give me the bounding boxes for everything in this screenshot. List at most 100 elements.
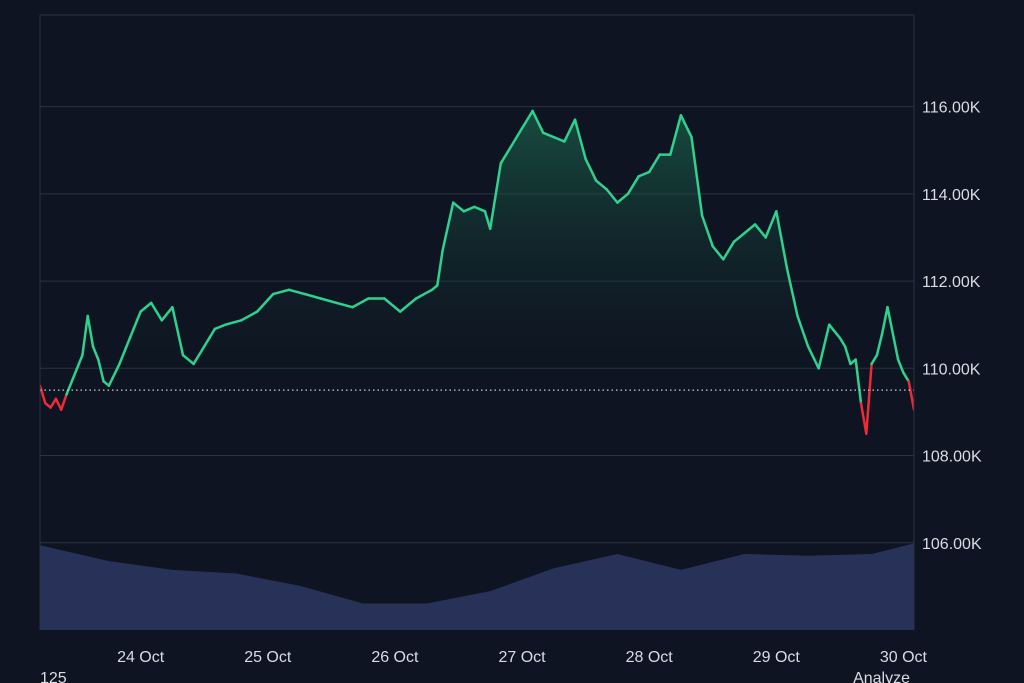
price-line-segment [722,240,736,261]
price-line-segment [49,397,58,409]
price-line-segment [896,358,905,374]
price-line-segment [865,362,873,435]
x-tick-label: 29 Oct [753,649,801,666]
price-line-segment [637,170,651,178]
price-line-segment [616,192,630,204]
price-line-segment [700,214,714,248]
price-line-segment [743,223,757,235]
price-line-segment [859,401,868,435]
price-line-segment [54,397,63,411]
price-line-segment [838,336,847,348]
price-line-segment [398,297,418,313]
price-line-segment [711,244,725,261]
price-line-segment [753,223,767,239]
price-line-segment [594,179,609,191]
x-tick-label: 25 Oct [244,649,292,666]
price-line-segment [806,345,820,370]
price-line-segment [875,332,884,357]
price-line-segment [891,332,900,361]
price-line-segment [441,201,455,252]
price-line-segment [690,135,704,217]
x-axis: 24 Oct 25 Oct 26 Oct 27 Oct 28 Oct 29 Oct 30 O… [117,649,927,666]
price-line-segment [81,314,89,357]
price-line-segment [139,301,153,313]
price-line-segment [732,231,746,244]
y-tick-label: 114.00K [922,187,981,204]
x-tick-label: 28 Oct [626,649,674,666]
price-line-segment [202,336,211,348]
y-tick-label: 112.00K [922,274,981,291]
price-line-segment [764,210,778,239]
x-tick-label: 26 Oct [371,649,419,666]
price-line-segment [573,118,587,161]
y-tick-label: 110.00K [922,361,981,378]
volume-series [40,543,914,630]
price-line-segment [192,345,206,366]
price-line-segment [335,301,354,309]
price-line-segment [160,305,174,322]
price-line-segment [213,323,227,331]
price-line-segment [303,292,322,300]
price-series [40,109,914,435]
price-line-segment [287,288,307,296]
price-line-segment [473,205,487,213]
price-line-segment [65,380,74,396]
price-line-segment [118,336,132,366]
price-line-segment [383,297,402,313]
x-tick-label: 24 Oct [117,649,165,666]
plot-frame [39,14,915,630]
price-line-segment [319,297,338,305]
price-line-segment [541,131,556,139]
price-line-segment [128,310,142,340]
price-line-segment [552,135,566,143]
price-line-segment [40,384,47,405]
price-line-segment [436,249,444,287]
price-line-segment [647,153,661,174]
price-line-segment [854,358,863,405]
price-line-segment [181,353,195,366]
price-line-segment [563,118,577,143]
price-line-segment [531,109,545,135]
price-line-segment [817,323,831,370]
price-line-segment [488,162,503,230]
price-area-fill [40,111,914,391]
price-line-segment [907,380,914,411]
price-line-segment [91,345,100,361]
price-line-segment [520,109,534,130]
footer-left-label: 125 [40,670,67,683]
price-line-segment [171,305,185,357]
price-line-segment [785,266,799,318]
price-line-segment [775,210,789,270]
price-line-segment [86,314,95,348]
price-line-segment [240,310,259,322]
price-line-segment [97,358,105,383]
price-line-segment [510,127,524,148]
price-line-segment [796,314,810,348]
price-line-segment [902,371,910,383]
price-line-segment [886,305,895,335]
price-line-segment [224,319,243,326]
price-line-segment [107,362,121,387]
price-line-segment [149,301,164,322]
price-line-segment [271,288,291,296]
price-area [40,111,914,391]
price-line-segment [75,353,84,370]
analyze-link[interactable]: Analyze [853,670,910,683]
price-line-segment [255,292,275,313]
price-line-segment [669,114,683,156]
price-line-segment [499,144,513,165]
price-line-segment [584,157,598,182]
price-line-segment [843,345,852,366]
y-tick-label: 116.00K [922,100,981,117]
price-line-segment [59,393,68,411]
price-line-segment [880,305,889,335]
price-line-segment [870,353,879,366]
price-line-segment [451,201,466,213]
y-axis: 116.00K 114.00K 112.00K 110.00K 108.00K 106.0… [922,100,982,553]
y-tick-label: 108.00K [922,449,982,466]
price-line-segment [462,205,476,213]
x-tick-label: 30 Oct [880,649,928,666]
price-line-segment [483,210,492,230]
price-line-segment [414,288,434,300]
